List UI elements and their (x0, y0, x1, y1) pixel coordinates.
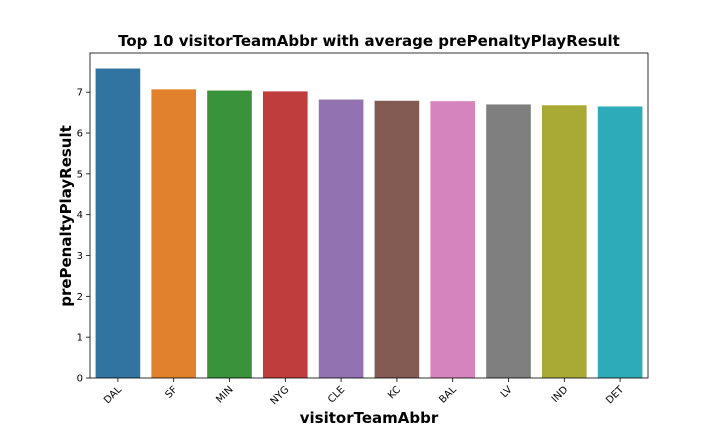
x-tick-label-sf: SF (163, 384, 180, 401)
bar-bal (430, 101, 476, 378)
y-tick-label: 1 (77, 333, 83, 344)
x-axis-label: visitorTeamAbbr (300, 409, 439, 427)
bars-group (95, 68, 643, 379)
y-tick-label: 3 (77, 251, 83, 262)
chart-title: Top 10 visitorTeamAbbr with average preP… (118, 32, 620, 50)
bar-dal (95, 68, 141, 378)
y-tick-label: 6 (77, 129, 83, 140)
x-tick-label-min: MIN (214, 384, 235, 405)
y-tick-label: 5 (77, 169, 83, 180)
y-tick-label: 7 (77, 88, 83, 99)
bar-sf (151, 89, 197, 378)
x-tick-label-ind: IND (550, 384, 571, 405)
bar-min (207, 90, 252, 379)
bar-ind (541, 105, 587, 379)
x-tick-label-lv: LV (499, 384, 515, 400)
y-axis-ticks: 0 1 2 3 4 5 6 7 (77, 88, 90, 385)
bar-lv (486, 104, 531, 378)
bar-det (597, 106, 643, 379)
y-tick-label: 0 (77, 374, 83, 385)
bar-kc (374, 100, 420, 378)
bar-nyg (262, 91, 308, 378)
x-tick-label-cle: CLE (326, 384, 347, 405)
plot-frame (89, 52, 649, 379)
y-tick-label: 2 (77, 292, 83, 303)
y-tick-label: 4 (77, 210, 83, 221)
x-tick-label-nyg: NYG (269, 384, 292, 407)
x-tick-label-det: DET (604, 384, 627, 407)
x-tick-label-dal: DAL (102, 384, 124, 406)
x-tick-label-bal: BAL (437, 384, 459, 406)
x-tick-label-kc: KC (386, 384, 403, 401)
bar-cle (318, 99, 364, 378)
x-axis-ticks: DAL SF MIN NYG CLE KC BAL LV IND DET (102, 378, 627, 407)
y-axis-label: prePenaltyPlayResult (57, 125, 75, 307)
